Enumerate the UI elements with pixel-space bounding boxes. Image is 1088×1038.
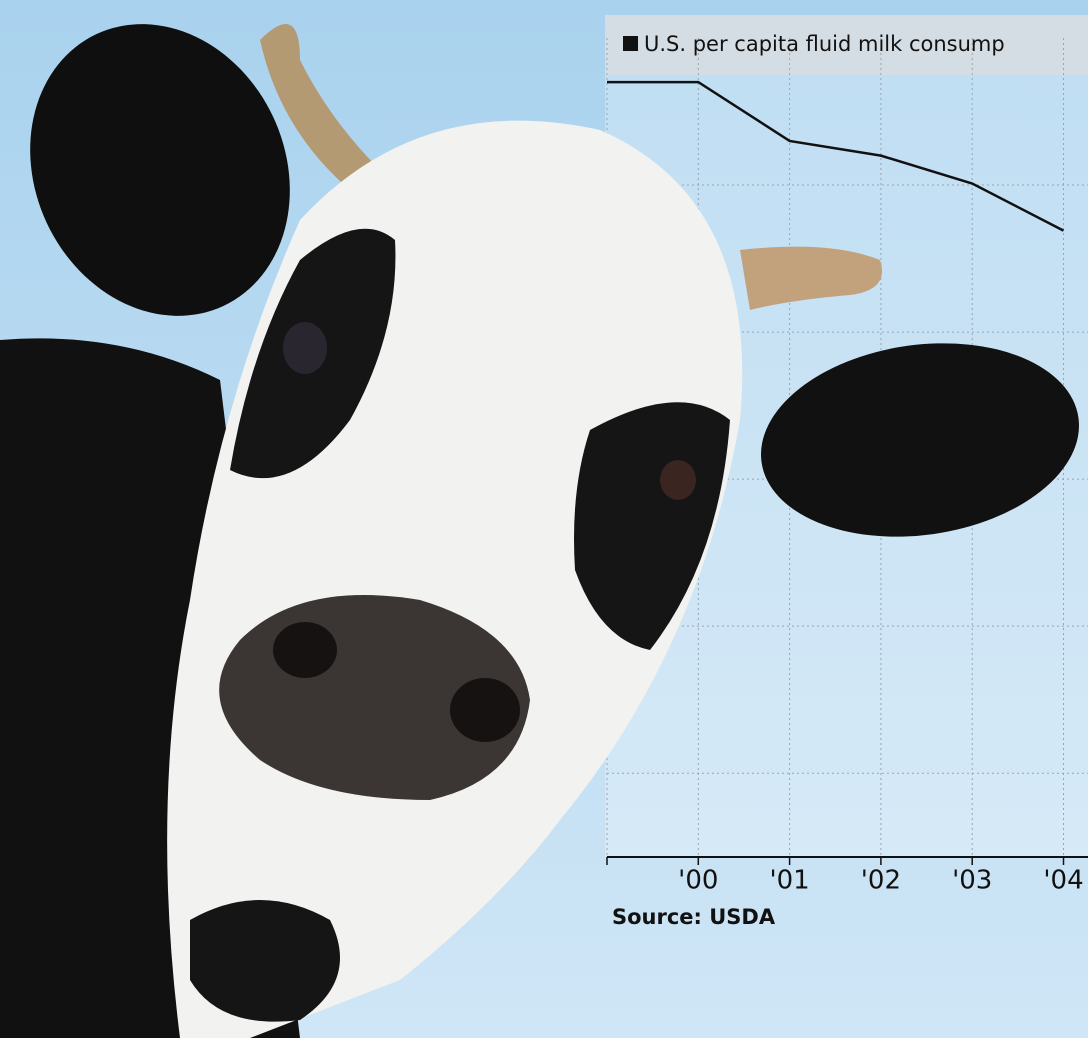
data-line <box>607 80 1065 232</box>
cow-nostril-left <box>273 622 337 678</box>
x-tick-label: '02 <box>861 866 901 896</box>
source-note: Source: USDA <box>612 905 776 929</box>
cow-nostril-right <box>450 678 520 742</box>
x-tick-label: '01 <box>769 866 809 896</box>
cow-ear-right <box>761 343 1079 537</box>
cow-eye-left <box>283 322 327 374</box>
legend-swatch <box>623 36 638 51</box>
cow-horn-right <box>740 246 882 310</box>
x-tick-label: '04 <box>1043 866 1083 896</box>
cow-ear-left <box>30 24 290 316</box>
cow-eye-right <box>660 460 696 500</box>
cow-patch-chin <box>190 900 340 1022</box>
legend-label: U.S. per capita fluid milk consump <box>644 32 1005 56</box>
cow-horn-left <box>260 24 380 190</box>
x-tick-label: '00 <box>678 866 718 896</box>
title-bar <box>605 15 1088 75</box>
cow-patch-right <box>574 402 730 650</box>
x-tick-label: '03 <box>952 866 992 896</box>
